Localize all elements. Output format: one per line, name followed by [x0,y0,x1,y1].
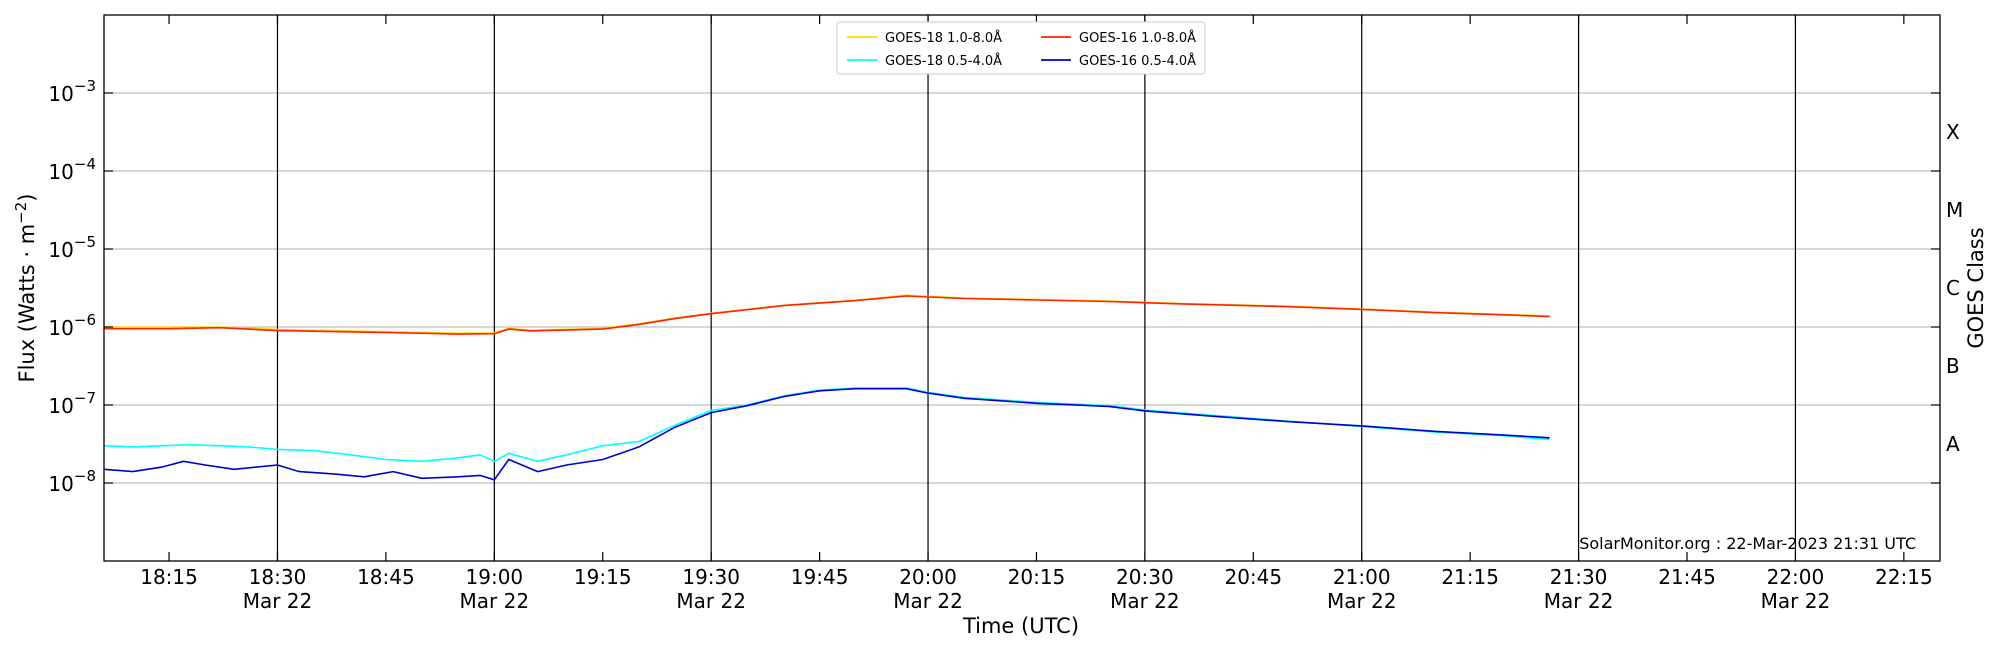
plot-frame [103,14,1941,562]
x-tick-date-label: Mar 22 [1544,589,1614,613]
x-tick-label: 21:15 [1441,565,1499,589]
x-tick-label: 20:15 [1008,565,1066,589]
x-tick-label: 21:45 [1658,565,1716,589]
y-tick-label: 10−7 [48,389,96,418]
x-tick-date-label: Mar 22 [1327,589,1397,613]
legend-label: GOES-16 0.5-4.0Å [1079,53,1196,69]
series-line [104,295,1550,335]
x-tick-label: 19:15 [574,565,632,589]
x-tick-label: 20:30 [1116,565,1174,589]
x-tick-label: 18:15 [140,565,198,589]
goes-class-label: B [1946,354,1960,378]
y2-axis-title: GOES Class [1964,227,1988,348]
x-tick-label: 22:15 [1875,565,1933,589]
x-tick-label: 18:45 [357,565,415,589]
y-axis-ticks: 10−8 10−7 10−6 10−5 10−4 10−3 [48,77,1940,496]
x-tick-date-label: Mar 22 [243,589,313,613]
x-tick-label: 22:00 [1767,565,1825,589]
goes-class-label: C [1946,276,1960,300]
x-tick-date-label: Mar 22 [1761,589,1831,613]
legend-items: GOES-18 1.0-8.0Å GOES-18 0.5-4.0Å GOES-16 … [847,30,1196,69]
y-axis-title-prefix: Flux (Watts · m [15,224,39,383]
series-line [103,387,1550,481]
series-layer [103,294,1550,481]
vertical-time-lines [276,15,1797,561]
legend: GOES-18 1.0-8.0Å GOES-18 0.5-4.0Å GOES-16 … [836,21,1206,75]
x-axis-title: Time (UTC) [962,614,1079,638]
y-tick-label: 10−6 [48,311,96,340]
x-tick-label: 19:30 [682,565,740,589]
x-tick-date-label: Mar 22 [893,589,963,613]
x-tick-label: 19:00 [466,565,524,589]
legend-box [836,21,1206,75]
y-axis-title-suffix: ) [15,193,39,201]
x-tick-label: 21:00 [1333,565,1391,589]
x-tick-label: 19:45 [791,565,849,589]
y-tick-label: 10−5 [48,233,96,262]
x-tick-date-label: Mar 22 [676,589,746,613]
goes-class-label: A [1946,432,1960,456]
x-tick-label: 20:00 [899,565,957,589]
goes-class-labels: A B C M X [1946,120,1963,456]
legend-label: GOES-18 0.5-4.0Å [885,53,1002,69]
legend-label: GOES-16 1.0-8.0Å [1079,30,1196,46]
x-tick-date-label: Mar 22 [460,589,530,613]
x-tick-label: 18:30 [249,565,307,589]
x-tick-label: 21:30 [1550,565,1608,589]
legend-label: GOES-18 1.0-8.0Å [885,30,1002,46]
y-tick-label: 10−8 [48,467,96,496]
footer-credit: SolarMonitor.org : 22-Mar-2023 21:31 UTC [1579,534,1916,553]
goes-class-label: X [1946,120,1960,144]
goes-class-label: M [1946,198,1963,222]
y-tick-label: 10−4 [48,155,96,184]
y-axis-title: Flux (Watts · m−2) [12,193,39,382]
grid-layer [104,92,1940,484]
y-tick-label: 10−3 [48,77,96,106]
x-tick-label: 20:45 [1224,565,1282,589]
y-axis-title-exp: −2 [12,202,30,224]
x-tick-date-label: Mar 22 [1110,589,1180,613]
